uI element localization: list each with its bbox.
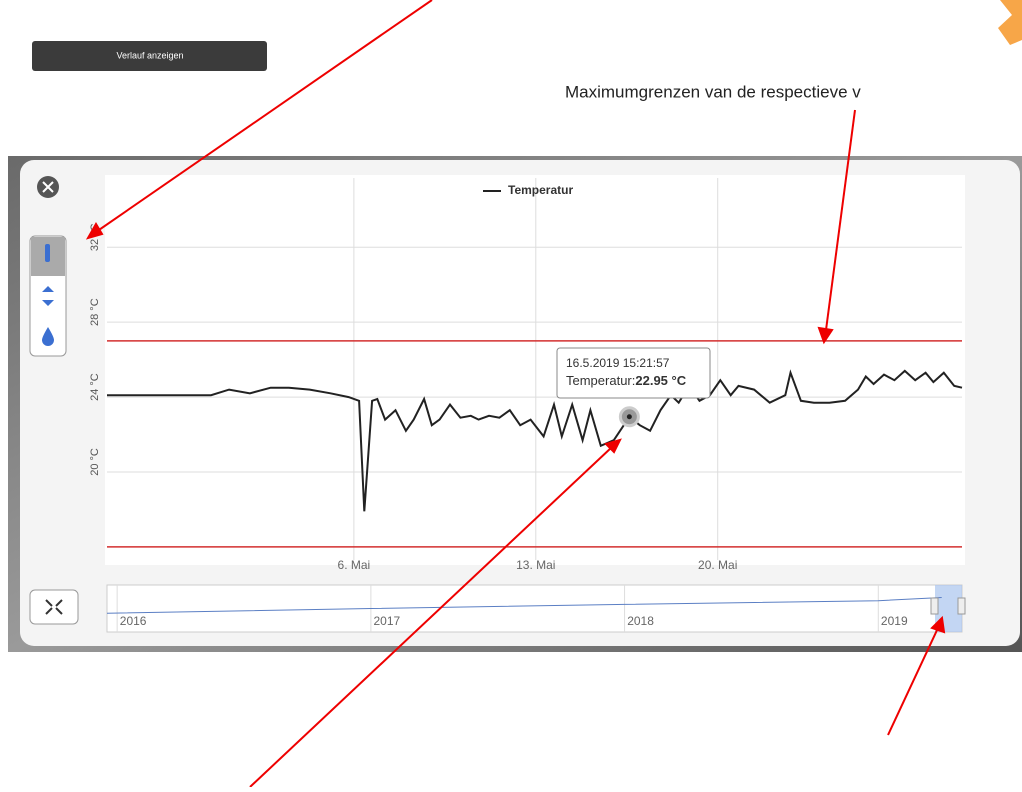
x-tick-label: 6. Mai xyxy=(338,558,371,572)
corner-shape xyxy=(998,0,1022,45)
navigator-handle xyxy=(958,598,965,614)
plot-bg xyxy=(105,175,965,565)
tooltip-value: 22.95 °C xyxy=(635,373,686,388)
annotation-text: Maximumgrenzen van de respectieve v xyxy=(565,82,861,101)
x-tick-label: 13. Mai xyxy=(516,558,555,572)
navigator-bg xyxy=(107,585,962,632)
y-tick-label: 28 °C xyxy=(89,298,101,326)
screenshot: Verlauf anzeigen Maximumgrenzen van de r… xyxy=(0,0,1022,787)
button-label: Verlauf anzeigen xyxy=(116,50,183,60)
legend-label: Temperatur xyxy=(508,183,573,197)
x-tick-label: 2018 xyxy=(627,614,654,628)
x-tick-label: 2016 xyxy=(120,614,147,628)
collapse-button[interactable] xyxy=(30,590,78,624)
tooltip-text: Temperatur:22.95 °C xyxy=(566,373,687,388)
y-tick-label: 24 °C xyxy=(89,373,101,401)
x-tick-label: 20. Mai xyxy=(698,558,737,572)
tooltip-dot xyxy=(627,414,632,419)
page: Verlauf anzeigen Maximumgrenzen van de r… xyxy=(0,0,1022,787)
tooltip: 16.5.2019 15:21:57 Temperatur:22.95 °C xyxy=(557,348,710,398)
temp-icon xyxy=(45,244,50,262)
x-tick-label: 2019 xyxy=(881,614,908,628)
tooltip-label: Temperatur: xyxy=(566,373,635,388)
navigator-handle xyxy=(931,598,938,614)
x-tick-label: 2017 xyxy=(374,614,401,628)
tooltip-time: 16.5.2019 15:21:57 xyxy=(566,356,670,370)
y-tick-label: 20 °C xyxy=(89,448,101,476)
